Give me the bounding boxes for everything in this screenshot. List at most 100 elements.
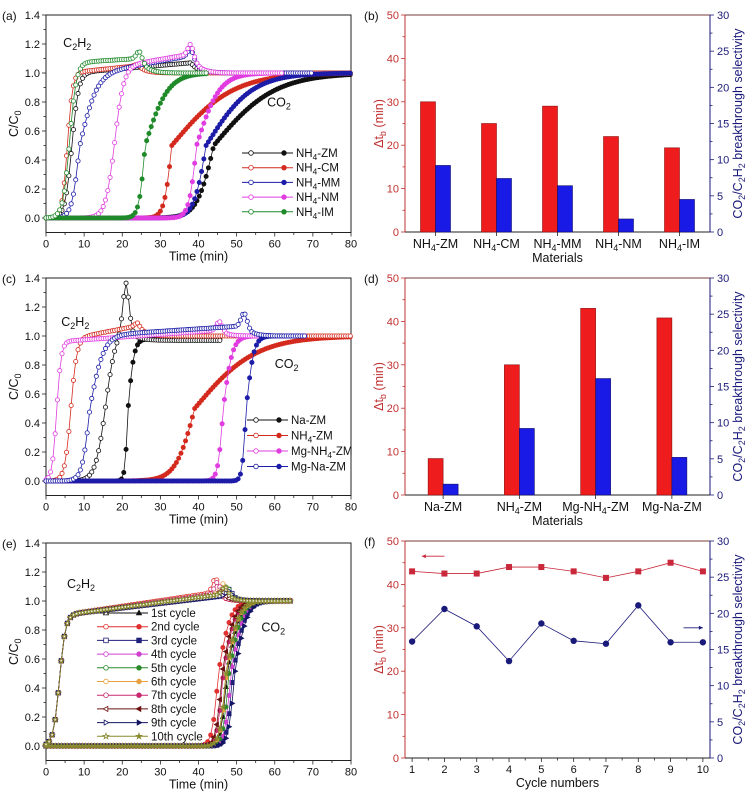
category-label: NH4-NM <box>595 237 642 253</box>
legend-item: 3rd cycle <box>97 635 197 647</box>
legend-marker-filled <box>276 432 282 439</box>
co2-curve <box>46 73 207 219</box>
y2-tick-label: 0 <box>717 753 723 765</box>
y-axis-title: Δtb (min) <box>372 362 388 411</box>
co2-data-point <box>183 207 189 213</box>
c2h2-data-point <box>48 730 56 739</box>
selectivity-data-point <box>473 623 480 630</box>
arrowhead-icon <box>698 625 703 630</box>
legend-label: 3rd cycle <box>151 635 197 647</box>
c2h2-data-point <box>125 294 131 300</box>
c2h2-data-point <box>80 131 86 137</box>
c2h2-data-point <box>48 469 54 475</box>
co2-data-point <box>192 160 198 166</box>
c2h2-data-point <box>225 589 233 597</box>
x-tick-label: 10 <box>78 502 90 514</box>
co2-data-point <box>219 702 227 711</box>
c2h2-data-point <box>242 311 248 317</box>
annotation-label: CO2 <box>275 357 299 373</box>
x-tick-label: 80 <box>345 502 357 514</box>
x-axis-title: Materials <box>532 514 583 528</box>
co2-data-point <box>199 188 205 194</box>
legend-label: NH4-ZM <box>296 148 338 162</box>
y-tick-label: 20 <box>387 140 399 152</box>
series-1 <box>43 320 353 484</box>
co2-data-point <box>151 117 157 123</box>
legend-marker-filled <box>281 164 287 171</box>
y-tick-label: 20 <box>387 403 399 415</box>
legend-marker-filled <box>135 705 142 713</box>
c2h2-data-point <box>77 66 83 72</box>
co2-data-point <box>194 189 200 195</box>
y-tick-label: 0 <box>393 753 399 765</box>
c2h2-data-point <box>228 593 236 601</box>
c2h2-data-point <box>121 294 127 300</box>
c2h2-data-point <box>70 191 76 197</box>
c2h2-data-point <box>118 316 124 322</box>
co2-data-point <box>225 651 233 660</box>
co2-data-point <box>153 111 159 117</box>
co2-data-point <box>210 739 218 747</box>
y2-tick-label: 25 <box>717 309 729 321</box>
co2-curve <box>46 335 305 482</box>
y-tick-label: 1.4 <box>25 273 40 285</box>
co2-data-point <box>347 70 353 76</box>
legend-marker-open <box>103 665 109 671</box>
co2-data-point <box>215 125 221 131</box>
y-axis-title: Δtb (min) <box>372 625 388 674</box>
y-axis-title: C/C0 <box>7 373 23 400</box>
co2-data-point <box>221 396 227 402</box>
x-tick-label: 50 <box>231 767 243 779</box>
c2h2-data-point <box>91 384 97 390</box>
c2h2-data-point <box>132 53 138 59</box>
legend-marker-open <box>102 705 109 713</box>
legend-marker-open <box>102 732 110 740</box>
co2-data-point <box>220 645 226 651</box>
legend-marker-filled <box>136 692 142 698</box>
co2-data-point <box>219 665 225 672</box>
c2h2-data-point <box>187 41 193 47</box>
annotation-label: CO2 <box>261 620 285 636</box>
co2-data-point <box>130 359 136 365</box>
selectivity-bar <box>679 199 695 233</box>
c2h2-data-point <box>183 50 189 56</box>
c2h2-data-point <box>52 431 58 437</box>
y-tick-label: 0.4 <box>25 418 40 430</box>
x-tick-label: 40 <box>192 239 204 251</box>
c2h2-data-point <box>308 70 314 76</box>
selectivity-data-point <box>408 638 416 645</box>
legend-item: Mg-Na-ZM <box>247 462 346 474</box>
co2-data-point <box>217 741 224 748</box>
selectivity-data-point <box>570 637 577 645</box>
y-tick-label: 50 <box>387 536 399 548</box>
x-tick-label: 10 <box>78 239 90 251</box>
c2h2-data-point <box>279 70 285 76</box>
co2-data-point <box>187 205 193 211</box>
dtb-data-point <box>602 574 609 581</box>
c2h2-data-point <box>100 350 106 356</box>
co2-data-point <box>178 450 184 456</box>
dtb-bar <box>542 105 558 233</box>
category-label: NH4-CM <box>473 237 520 253</box>
series-4 <box>43 49 209 221</box>
selectivity-bar <box>442 483 459 496</box>
co2-data-point <box>203 142 209 148</box>
y-tick-label: 0.0 <box>25 741 40 753</box>
legend-marker-open <box>103 637 109 644</box>
co2-data-point <box>242 427 248 433</box>
c2h2-data-point <box>235 321 241 327</box>
legend-label: 1st cycle <box>151 608 196 620</box>
legend-marker-filled <box>136 624 142 630</box>
c2h2-data-point <box>211 586 217 592</box>
co2-data-point <box>160 96 166 102</box>
co2-data-point <box>155 105 161 111</box>
x-tick-label: 50 <box>231 239 243 251</box>
y2-tick-label: 10 <box>717 681 729 693</box>
c2h2-data-point <box>114 121 120 127</box>
c2h2-data-point <box>54 688 62 697</box>
x-axis-title: Time (min) <box>169 513 228 527</box>
x-tick-label: 20 <box>116 239 128 251</box>
co2-data-point <box>187 423 193 429</box>
dtb-data-point <box>538 564 545 571</box>
c2h2-data-point <box>64 170 70 176</box>
